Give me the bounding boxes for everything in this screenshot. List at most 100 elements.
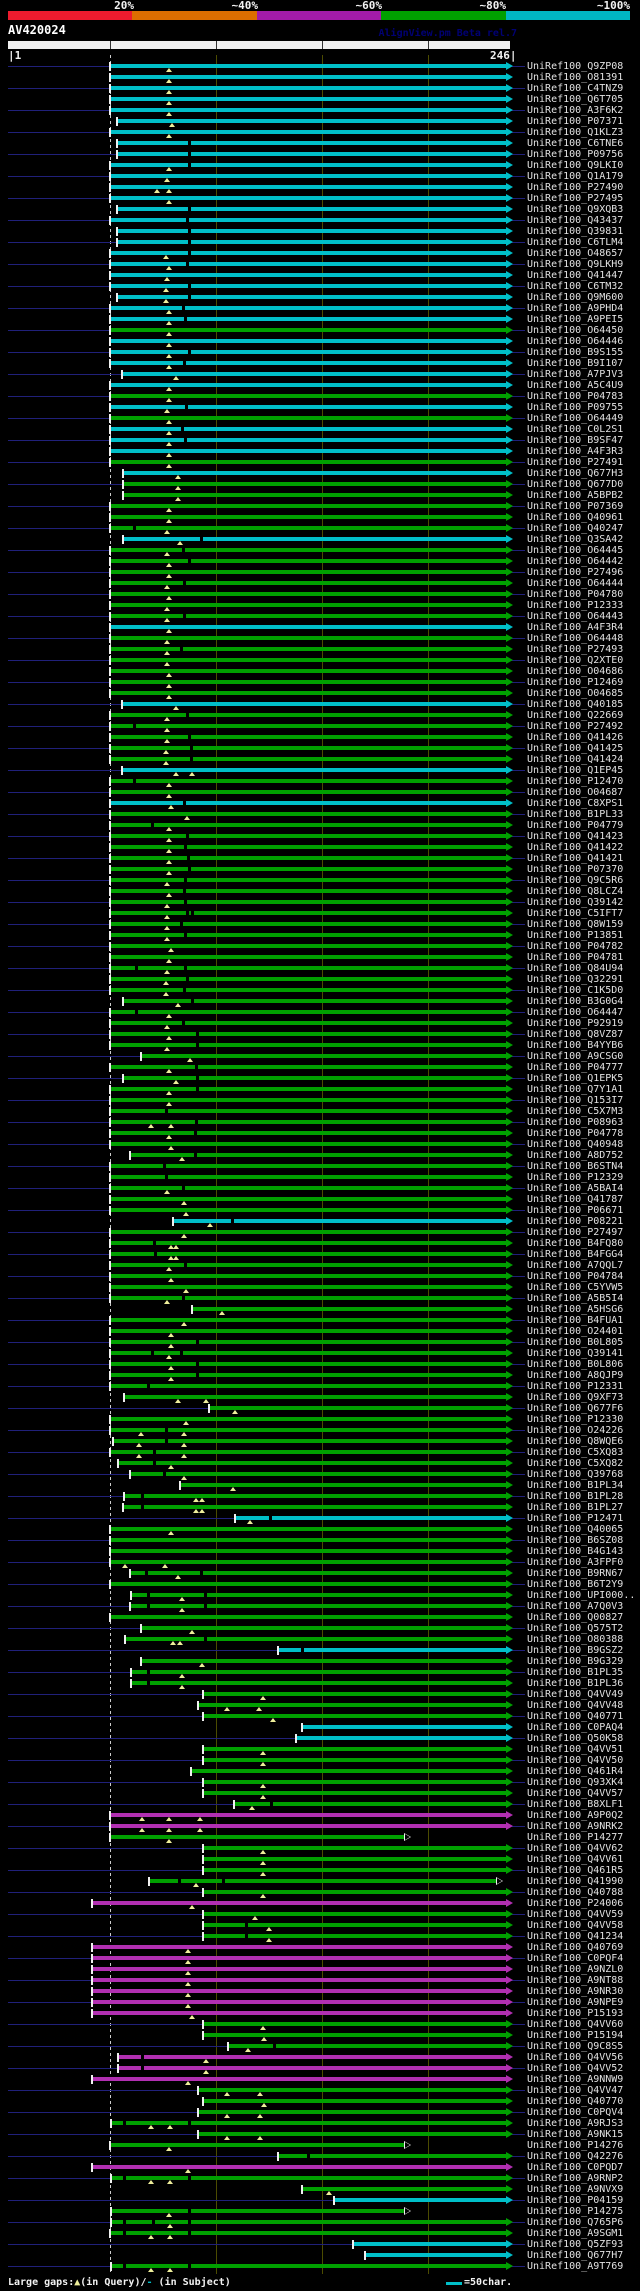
alignment-row[interactable]: UniRef100_Q41447 (0, 270, 640, 281)
hit-label[interactable]: UniRef100_Q4VV50 (527, 1755, 624, 1766)
hit-bar[interactable] (110, 801, 506, 805)
hit-label[interactable]: UniRef100_Q8W159 (527, 919, 624, 930)
hit-label[interactable]: UniRef100_P07371 (527, 116, 624, 127)
hit-label[interactable]: UniRef100_P08221 (527, 1216, 624, 1227)
hit-bar[interactable] (110, 1241, 506, 1245)
hit-label[interactable]: UniRef100_A5B5I4 (527, 1293, 624, 1304)
alignment-row[interactable]: UniRef100_Q4VV49 (0, 1689, 640, 1700)
hit-bar[interactable] (110, 130, 506, 134)
hit-label[interactable]: UniRef100_Q84U94 (527, 963, 624, 974)
hit-bar[interactable] (203, 1714, 506, 1718)
alignment-row[interactable]: UniRef100_Q8WQE6 (0, 1436, 640, 1447)
hit-label[interactable]: UniRef100_A5BPB2 (527, 490, 624, 501)
alignment-row[interactable]: UniRef100_P27492 (0, 721, 640, 732)
alignment-row[interactable]: UniRef100_Q40948 (0, 1139, 640, 1150)
hit-label[interactable]: UniRef100_Q575T2 (527, 1623, 624, 1634)
alignment-row[interactable]: UniRef100_Q39142 (0, 897, 640, 908)
hit-label[interactable]: UniRef100_P13851 (527, 930, 624, 941)
hit-bar[interactable] (111, 2220, 506, 2224)
hit-bar[interactable] (110, 878, 506, 882)
hit-bar[interactable] (141, 1626, 506, 1630)
hit-bar[interactable] (110, 394, 506, 398)
hit-label[interactable]: UniRef100_Q43437 (527, 215, 624, 226)
hit-bar[interactable] (110, 2143, 404, 2147)
hit-label[interactable]: UniRef100_B1PL27 (527, 1502, 624, 1513)
alignment-row[interactable]: UniRef100_P07370 (0, 864, 640, 875)
hit-bar[interactable] (113, 1439, 506, 1443)
alignment-row[interactable]: UniRef100_P08963 (0, 1117, 640, 1128)
alignment-row[interactable]: UniRef100_P04159 (0, 2195, 640, 2206)
hit-label[interactable]: UniRef100_Q9LKH9 (527, 259, 624, 270)
hit-bar[interactable] (110, 1835, 404, 1839)
alignment-row[interactable]: UniRef100_Q39141 (0, 1348, 640, 1359)
hit-bar[interactable] (110, 1527, 506, 1531)
hit-label[interactable]: UniRef100_Q41423 (527, 831, 624, 842)
hit-label[interactable]: UniRef100_A7PJV3 (527, 369, 624, 380)
hit-label[interactable]: UniRef100_P14276 (527, 2140, 624, 2151)
alignment-row[interactable]: UniRef100_B1PL35 (0, 1667, 640, 1678)
hit-bar[interactable] (110, 1560, 506, 1564)
alignment-row[interactable]: UniRef100_A9P0Q2 (0, 1810, 640, 1821)
hit-label[interactable]: UniRef100_P04778 (527, 1128, 624, 1139)
hit-bar[interactable] (141, 1054, 506, 1058)
hit-label[interactable]: UniRef100_P09755 (527, 402, 624, 413)
hit-label[interactable]: UniRef100_P07370 (527, 864, 624, 875)
alignment-row[interactable]: UniRef100_Q41425 (0, 743, 640, 754)
hit-label[interactable]: UniRef100_P12469 (527, 677, 624, 688)
hit-label[interactable]: UniRef100_C5XQ83 (527, 1447, 624, 1458)
hit-bar[interactable] (110, 757, 506, 761)
hit-label[interactable]: UniRef100_P15194 (527, 2030, 624, 2041)
alignment-row[interactable]: UniRef100_Q32291 (0, 974, 640, 985)
hit-label[interactable]: UniRef100_B9GSZ2 (527, 1645, 624, 1656)
hit-bar[interactable] (131, 1681, 506, 1685)
hit-label[interactable]: UniRef100_Q8WQE6 (527, 1436, 624, 1447)
alignment-row[interactable]: UniRef100_O24401 (0, 1326, 640, 1337)
hit-bar[interactable] (110, 416, 506, 420)
hit-bar[interactable] (131, 1670, 506, 1674)
hit-label[interactable]: UniRef100_P07369 (527, 501, 624, 512)
hit-bar[interactable] (278, 1648, 506, 1652)
alignment-row[interactable]: UniRef100_P27496 (0, 567, 640, 578)
hit-bar[interactable] (110, 746, 506, 750)
hit-label[interactable]: UniRef100_Q4VV60 (527, 2019, 624, 2030)
alignment-row[interactable]: UniRef100_Q7Y1A1 (0, 1084, 640, 1095)
hit-label[interactable]: UniRef100_B4FGG4 (527, 1249, 624, 1260)
hit-bar[interactable] (110, 1010, 506, 1014)
hit-label[interactable]: UniRef100_Q1EP45 (527, 765, 624, 776)
hit-label[interactable]: UniRef100_Q41424 (527, 754, 624, 765)
alignment-row[interactable]: UniRef100_C0L2S1 (0, 424, 640, 435)
hit-bar[interactable] (192, 1307, 506, 1311)
alignment-row[interactable]: UniRef100_Q677H3 (0, 468, 640, 479)
hit-label[interactable]: UniRef100_P04784 (527, 1271, 624, 1282)
alignment-row[interactable]: UniRef100_P08221 (0, 1216, 640, 1227)
alignment-row[interactable]: UniRef100_O64450 (0, 325, 640, 336)
hit-label[interactable]: UniRef100_Q41421 (527, 853, 624, 864)
hit-bar[interactable] (110, 262, 506, 266)
hit-label[interactable]: UniRef100_B6STN4 (527, 1161, 624, 1172)
hit-label[interactable]: UniRef100_C6TNE6 (527, 138, 624, 149)
alignment-row[interactable]: UniRef100_B9GSZ2 (0, 1645, 640, 1656)
alignment-row[interactable]: UniRef100_A7PJV3 (0, 369, 640, 380)
alignment-row[interactable]: UniRef100_Q93XK4 (0, 1777, 640, 1788)
alignment-row[interactable]: UniRef100_Q4VV61 (0, 1854, 640, 1865)
hit-bar[interactable] (123, 1505, 506, 1509)
hit-bar[interactable] (122, 768, 506, 772)
hit-bar[interactable] (203, 2022, 506, 2026)
alignment-row[interactable]: UniRef100_Q153I7 (0, 1095, 640, 1106)
hit-label[interactable]: UniRef100_Q41426 (527, 732, 624, 743)
hit-bar[interactable] (110, 614, 506, 618)
hit-label[interactable]: UniRef100_C1K5D0 (527, 985, 624, 996)
alignment-row[interactable]: UniRef100_A7QQL7 (0, 1260, 640, 1271)
hit-label[interactable]: UniRef100_A9PHD4 (527, 303, 624, 314)
alignment-row[interactable]: UniRef100_O64443 (0, 611, 640, 622)
hit-bar[interactable] (203, 1934, 506, 1938)
alignment-row[interactable]: UniRef100_B9G329 (0, 1656, 640, 1667)
alignment-row[interactable]: UniRef100_Q42276 (0, 2151, 640, 2162)
hit-label[interactable]: UniRef100_Q7Y1A1 (527, 1084, 624, 1095)
hit-bar[interactable] (302, 1725, 506, 1729)
hit-label[interactable]: UniRef100_Q32291 (527, 974, 624, 985)
alignment-row[interactable]: UniRef100_A9NPE9 (0, 1997, 640, 2008)
hit-label[interactable]: UniRef100_C5XQ82 (527, 1458, 624, 1469)
alignment-row[interactable]: UniRef100_P12470 (0, 776, 640, 787)
alignment-row[interactable]: UniRef100_P04782 (0, 941, 640, 952)
